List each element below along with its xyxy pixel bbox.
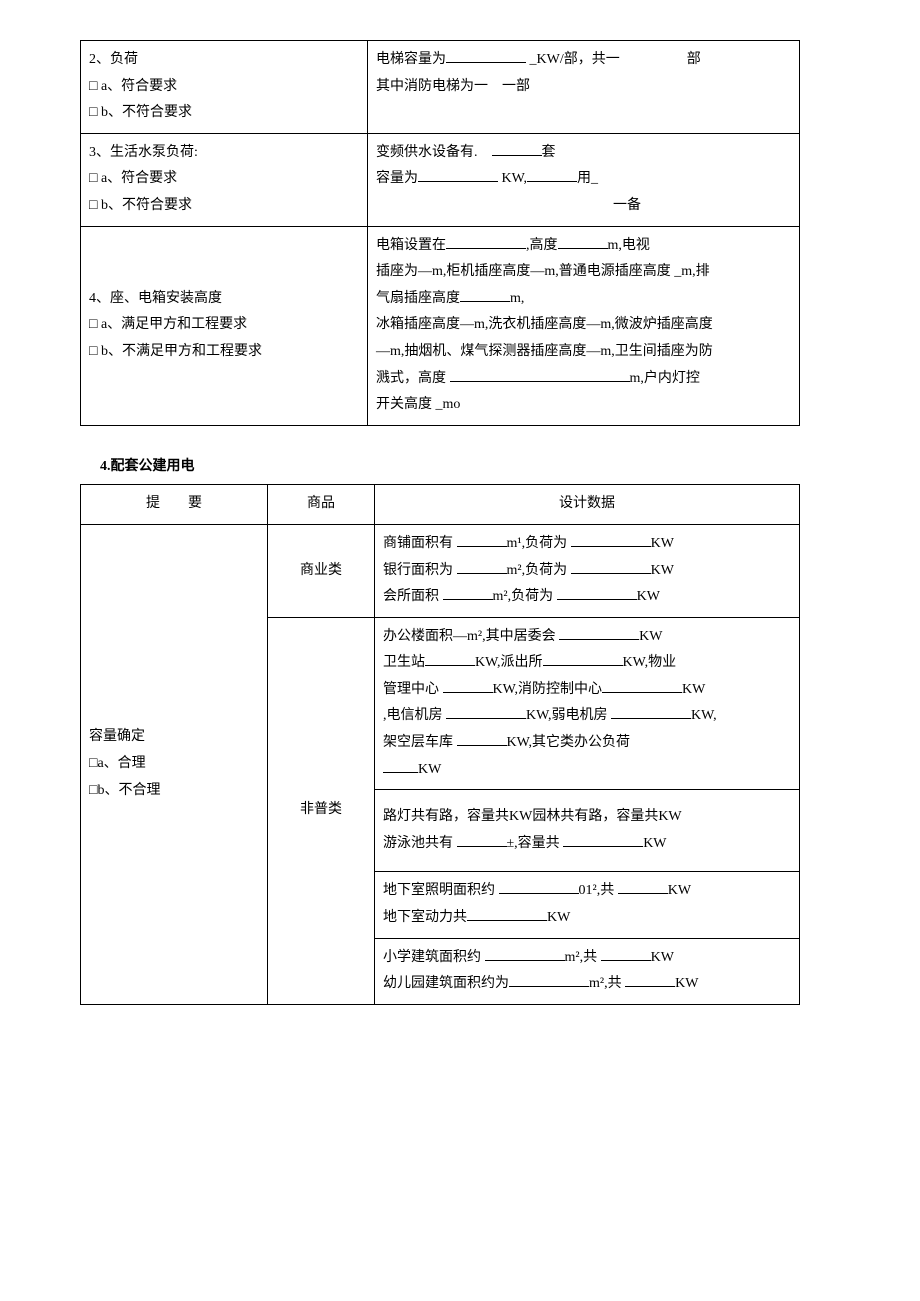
table-equipment-load: 2、负荷 □ a、符合要求 □ b、不符合要求 电梯容量为 _KW/部，共一 部… [80,40,800,426]
detail-line: 游泳池共有 ±,容量共 KW [383,831,791,858]
blank [485,960,565,961]
detail-line: 办公楼面积—m²,其中居委会 KW [383,624,791,651]
item-title: 容量确定 [89,724,259,751]
detail-line: 地下室照明面积约 01²,共 KW [383,878,791,905]
cell-nonbusiness-detail-1: 办公楼面积—m²,其中居委会 KW 卫生站KW,派出所KW,物业 管理中心 KW… [375,617,800,790]
blank [571,573,651,574]
table-row: 2、负荷 □ a、符合要求 □ b、不符合要求 电梯容量为 _KW/部，共一 部… [81,41,800,134]
detail-line: 路灯共有路，容量共KW园林共有路，容量共KW [383,804,791,831]
blank [467,920,547,921]
detail-line: 其中消防电梯为一 一部 [376,74,791,101]
cell-nonbusiness-detail-3: 地下室照明面积约 01²,共 KW 地下室动力共KW [375,872,800,938]
cell-business-label: 商业类 [268,524,375,617]
blank [557,599,637,600]
blank [563,846,643,847]
cell-pump-summary: 3、生活水泵负荷: □ a、符合要求 □ b、不符合要求 [81,133,368,226]
blank [558,248,608,249]
cell-capacity-summary: 容量确定 □a、合理 □b、不合理 [81,524,268,1004]
cell-load-summary: 2、负荷 □ a、符合要求 □ b、不符合要求 [81,41,368,134]
header-summary: 提 要 [81,485,268,525]
option-b: □b、不合理 [89,778,259,805]
blank [602,692,682,693]
detail-line: KW [383,757,791,784]
table-row: 容量确定 □a、合理 □b、不合理 商业类 商铺面积有 m¹,负荷为 KW 银行… [81,524,800,617]
detail-line: 气扇插座高度m, [376,286,791,313]
blank [418,181,498,182]
cell-box-detail: 电箱设置在,高度m,电视 插座为—m,柜机插座高度—m,普通电源插座高度 _m,… [368,226,800,425]
blank [446,248,526,249]
blank [460,301,510,302]
item-title: 2、负荷 [89,47,359,74]
blank [527,181,577,182]
cell-business-detail: 商铺面积有 m¹,负荷为 KW 银行面积为 m²,负荷为 KW 会所面积 m²,… [375,524,800,617]
section-heading: 4.配套公建用电 [100,454,860,481]
table-public-power: 提 要 商品 设计数据 容量确定 □a、合理 □b、不合理 商业类 商铺面积有 … [80,484,800,1005]
option-b: □ b、不符合要求 [89,193,359,220]
blank [443,692,493,693]
option-a: □ a、满足甲方和工程要求 [89,312,359,339]
blank [625,986,675,987]
cell-nonbusiness-label: 非普类 [268,617,375,1004]
detail-line: 卫生站KW,派出所KW,物业 [383,650,791,677]
blank [450,381,630,382]
detail-line: 会所面积 m²,负荷为 KW [383,584,791,611]
blank [499,893,579,894]
blank [443,599,493,600]
detail-line: 插座为—m,柜机插座高度—m,普通电源插座高度 _m,排 [376,259,791,286]
blank [492,155,542,156]
detail-line: 变频供水设备有. 套 [376,140,791,167]
header-product: 商品 [268,485,375,525]
blank [457,573,507,574]
blank [571,546,651,547]
detail-line: 商铺面积有 m¹,负荷为 KW [383,531,791,558]
detail-line: 电梯容量为 _KW/部，共一 部 [376,47,791,74]
detail-line: 小学建筑面积约 m²,共 KW [383,945,791,972]
blank [383,772,418,773]
blank [446,62,526,63]
cell-load-detail: 电梯容量为 _KW/部，共一 部 其中消防电梯为一 一部 [368,41,800,134]
blank [457,546,507,547]
detail-line: 地下室动力共KW [383,905,791,932]
detail-line: 管理中心 KW,消防控制中心KW [383,677,791,704]
option-a: □ a、符合要求 [89,166,359,193]
blank [446,718,526,719]
table-row: 3、生活水泵负荷: □ a、符合要求 □ b、不符合要求 变频供水设备有. 套 … [81,133,800,226]
blank [601,960,651,961]
blank [457,745,507,746]
cell-box-summary: 4、座、电箱安装高度 □ a、满足甲方和工程要求 □ b、不满足甲方和工程要求 [81,226,368,425]
item-title: 4、座、电箱安装高度 [89,286,359,313]
item-title: 3、生活水泵负荷: [89,140,359,167]
detail-line: 幼儿园建筑面积约为m²,共 KW [383,971,791,998]
blank [543,665,623,666]
detail-line: 架空层车库 KW,其它类办公负荷 [383,730,791,757]
detail-line: 容量为 KW,用_ [376,166,791,193]
blank [457,846,507,847]
document-page: 2、负荷 □ a、符合要求 □ b、不符合要求 电梯容量为 _KW/部，共一 部… [60,40,860,1005]
header-data: 设计数据 [375,485,800,525]
cell-pump-detail: 变频供水设备有. 套 容量为 KW,用_ 一备 [368,133,800,226]
blank [559,639,639,640]
detail-line: —m,抽烟机、煤气探测器插座高度—m,卫生间插座为防 [376,339,791,366]
detail-line: 电箱设置在,高度m,电视 [376,233,791,260]
blank [425,665,475,666]
blank [611,718,691,719]
cell-nonbusiness-detail-4: 小学建筑面积约 m²,共 KW 幼儿园建筑面积约为m²,共 KW [375,938,800,1004]
blank [618,893,668,894]
option-b: □ b、不满足甲方和工程要求 [89,339,359,366]
detail-line: 一备 [376,193,791,220]
option-a: □a、合理 [89,751,259,778]
cell-nonbusiness-detail-2: 路灯共有路，容量共KW园林共有路，容量共KW 游泳池共有 ±,容量共 KW [375,790,800,872]
detail-line: 银行面积为 m²,负荷为 KW [383,558,791,585]
detail-line: 开关高度 _mo [376,392,791,419]
detail-line: 溅式，高度 m,户内灯控 [376,366,791,393]
table-header-row: 提 要 商品 设计数据 [81,485,800,525]
option-a: □ a、符合要求 [89,74,359,101]
option-b: □ b、不符合要求 [89,100,359,127]
table-row: 4、座、电箱安装高度 □ a、满足甲方和工程要求 □ b、不满足甲方和工程要求 … [81,226,800,425]
detail-line: 冰箱插座高度—m,洗衣机插座高度—m,微波炉插座高度 [376,312,791,339]
detail-line: ,电信机房 KW,弱电机房 KW, [383,703,791,730]
blank [509,986,589,987]
